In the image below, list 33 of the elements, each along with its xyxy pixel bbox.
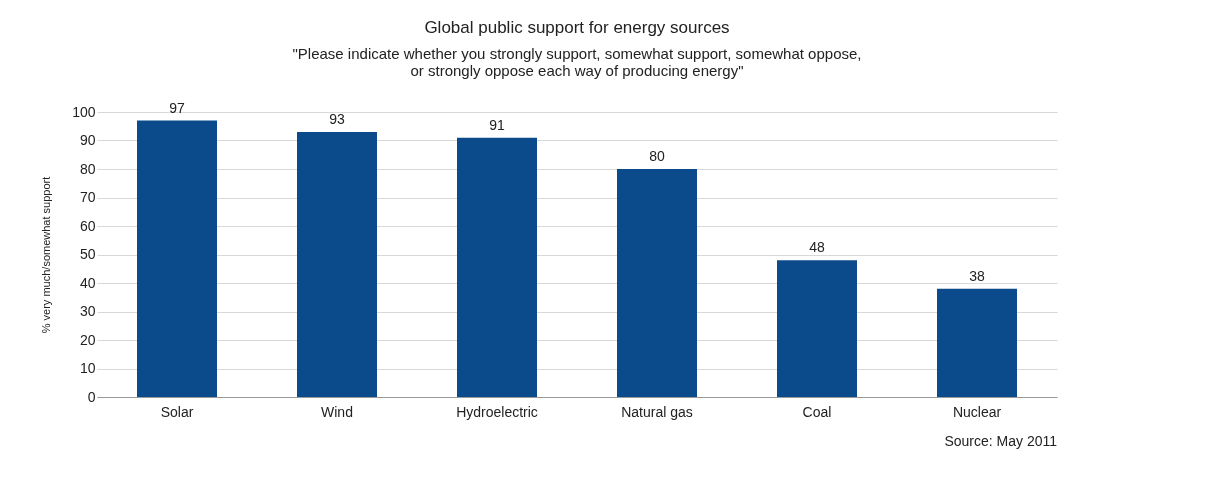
x-tick-label: Wind xyxy=(321,403,353,420)
chart-subtitle: "Please indicate whether you strongly support, somewhat support, somewhat oppose, or strongly oppose each way of producing energy" xyxy=(292,44,862,79)
chart-title: Global public support for energy sources xyxy=(424,17,730,37)
y-tick-label: 100 xyxy=(72,103,96,120)
data-label: 93 xyxy=(329,110,345,127)
x-tick-label: Hydroelectric xyxy=(456,403,538,420)
y-tick-label: 40 xyxy=(79,274,96,291)
y-tick-label: 50 xyxy=(79,246,96,262)
y-tick-label: 80 xyxy=(79,160,96,177)
x-tick-label: Natural gas xyxy=(621,403,693,420)
bar xyxy=(937,288,1017,397)
y-axis-title: % very much/somewhat support xyxy=(40,176,53,334)
y-tick-label: 30 xyxy=(79,303,96,319)
x-tick-label: Coal xyxy=(802,403,832,420)
y-tick-label: 20 xyxy=(79,331,96,348)
data-label: 97 xyxy=(169,99,185,116)
x-tick-label: Nuclear xyxy=(952,403,1002,420)
x-tick-label: Solar xyxy=(160,403,194,420)
bar xyxy=(137,120,217,397)
data-label: 48 xyxy=(809,239,825,256)
bar xyxy=(297,131,377,397)
y-tick-label: 10 xyxy=(79,360,96,376)
data-label: 38 xyxy=(969,267,985,284)
y-tick-label: 90 xyxy=(79,132,96,148)
data-label: 80 xyxy=(649,148,665,164)
y-tick-label: 0 xyxy=(87,388,96,405)
source-note: Source: May 2011 xyxy=(944,433,1058,449)
y-tick-label: 70 xyxy=(79,189,96,205)
data-label: 91 xyxy=(489,116,505,133)
bar xyxy=(777,260,857,397)
bar xyxy=(457,137,537,397)
bar xyxy=(617,169,697,397)
y-tick-label: 60 xyxy=(79,217,96,234)
